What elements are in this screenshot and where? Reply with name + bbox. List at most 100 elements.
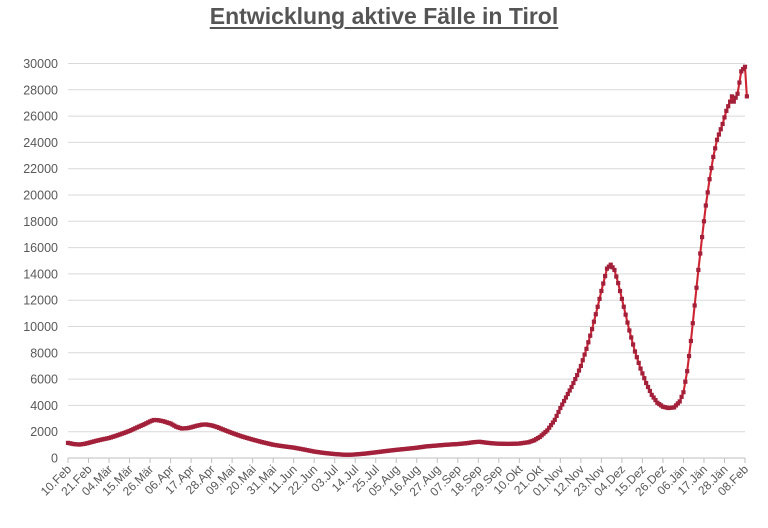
data-point-marker	[578, 363, 583, 369]
data-point-marker	[576, 368, 582, 373]
data-point-marker	[679, 394, 684, 399]
data-point-marker	[588, 333, 593, 338]
data-point-marker	[545, 428, 550, 433]
data-point-marker	[629, 335, 634, 340]
data-point-marker	[644, 380, 649, 386]
data-point-marker	[638, 366, 643, 371]
data-point-marker	[547, 425, 552, 430]
data-point-marker	[575, 373, 580, 378]
data-point-marker	[617, 288, 623, 294]
y-tick-label: 16000	[23, 241, 58, 255]
data-point-marker	[593, 312, 598, 317]
data-point-marker	[711, 154, 716, 159]
data-point-marker	[720, 121, 725, 127]
data-point-marker	[614, 274, 619, 279]
data-point-marker	[718, 127, 723, 132]
data-point-marker	[681, 390, 686, 395]
data-point-marker	[653, 398, 658, 403]
data-point-marker	[744, 94, 749, 99]
y-tick-label: 22000	[23, 162, 58, 176]
chart-title: Entwicklung aktive Fälle in Tirol	[0, 3, 768, 30]
chart-title-text: Entwicklung aktive Fälle in Tirol	[209, 3, 559, 29]
data-point-marker	[569, 384, 574, 390]
data-point-marker	[571, 380, 576, 386]
data-point-marker	[647, 388, 652, 394]
data-point-marker	[548, 423, 554, 428]
data-point-marker	[631, 342, 636, 347]
data-point-marker	[561, 398, 567, 404]
data-point-marker	[642, 376, 647, 381]
y-tick-label: 2000	[30, 425, 58, 439]
data-point-marker	[554, 413, 559, 419]
data-point-marker	[735, 91, 740, 96]
data-point-marker	[726, 104, 731, 109]
data-point-marker	[739, 69, 744, 74]
data-point-marker	[700, 234, 705, 240]
data-point-marker	[558, 405, 563, 411]
data-point-marker	[685, 369, 690, 374]
y-tick-label: 6000	[30, 373, 58, 387]
x-axis-ticks	[67, 458, 746, 463]
data-point-marker	[731, 99, 736, 104]
data-point-marker	[692, 303, 697, 308]
data-point-marker	[619, 296, 625, 301]
data-point-marker	[634, 355, 639, 360]
data-point-marker	[625, 320, 630, 325]
data-point-marker	[651, 395, 656, 400]
y-tick-label: 12000	[23, 294, 58, 308]
data-point-marker	[690, 321, 695, 326]
data-point-marker	[714, 137, 720, 142]
series-markers	[65, 64, 749, 457]
data-point-marker	[705, 190, 710, 195]
data-point-marker	[649, 392, 654, 397]
data-point-marker	[688, 338, 694, 344]
data-point-marker	[595, 304, 600, 309]
data-point-marker	[563, 395, 569, 400]
data-point-marker	[632, 349, 638, 354]
data-point-marker	[683, 379, 688, 384]
data-point-marker	[709, 165, 714, 171]
gridlines	[68, 63, 745, 459]
data-point-marker	[552, 417, 557, 422]
data-point-marker	[597, 296, 602, 301]
data-point-marker	[573, 377, 578, 382]
y-tick-label: 14000	[23, 267, 58, 281]
data-point-marker	[696, 267, 701, 273]
y-tick-label: 0	[51, 452, 58, 466]
data-point-marker	[686, 353, 692, 359]
data-point-marker	[701, 219, 707, 224]
data-point-marker	[640, 371, 645, 376]
data-point-marker	[591, 319, 597, 324]
data-point-marker	[565, 391, 570, 397]
data-point-marker	[599, 288, 604, 294]
y-tick-label: 8000	[30, 346, 58, 360]
data-point-marker	[601, 281, 606, 286]
y-tick-label: 10000	[23, 320, 58, 334]
data-point-marker	[645, 384, 651, 390]
y-tick-label: 26000	[23, 110, 58, 124]
data-point-marker	[677, 399, 682, 404]
data-point-marker	[707, 177, 712, 182]
data-point-marker	[698, 251, 703, 256]
y-tick-label: 18000	[23, 215, 58, 229]
data-point-marker	[694, 285, 699, 290]
data-point-marker	[724, 108, 729, 113]
data-point-marker	[627, 328, 632, 333]
y-tick-label: 28000	[23, 83, 58, 97]
data-point-marker	[623, 312, 628, 317]
data-point-marker	[703, 203, 708, 208]
data-point-marker	[582, 352, 587, 357]
data-point-marker	[612, 267, 617, 273]
data-point-marker	[556, 409, 561, 415]
data-point-marker	[603, 273, 608, 279]
data-point-marker	[586, 340, 591, 345]
y-tick-label: 30000	[23, 57, 58, 71]
data-point-marker	[729, 94, 735, 99]
data-point-marker	[560, 402, 565, 407]
data-point-marker	[727, 99, 733, 104]
data-point-marker	[608, 262, 613, 267]
data-point-marker	[610, 265, 615, 270]
series-line	[67, 65, 748, 456]
